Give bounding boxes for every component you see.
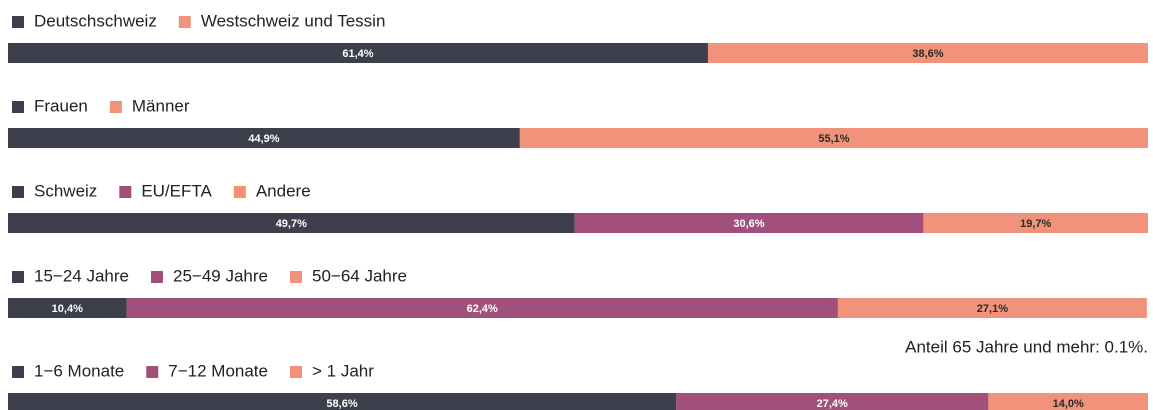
legend-swatch <box>151 271 163 283</box>
bar-segment <box>707 43 1148 63</box>
value-label: 10,4% <box>52 303 83 315</box>
value-label: 19,7% <box>1020 218 1051 230</box>
value-label: 55,1% <box>818 133 849 145</box>
legend-swatch <box>12 271 24 283</box>
legend-label: 25−49 Jahre <box>173 266 268 285</box>
bar-segment <box>837 298 1147 318</box>
value-label: 58,6% <box>326 398 357 410</box>
value-label: 62,4% <box>467 303 498 315</box>
legend-label: Westschweiz und Tessin <box>201 11 386 30</box>
bar-segment <box>676 393 989 410</box>
value-label: 27,4% <box>817 398 848 410</box>
value-label: 27,1% <box>977 303 1008 315</box>
legend-label: Männer <box>132 96 190 115</box>
legend-swatch <box>290 271 302 283</box>
legend-label: 15−24 Jahre <box>34 266 129 285</box>
bar-segment <box>988 393 1148 410</box>
legend-swatch <box>12 101 24 113</box>
value-label: 61,4% <box>342 48 373 60</box>
legend-label: 1−6 Monate <box>34 361 124 380</box>
value-label: 30,6% <box>733 218 764 230</box>
legend-label: > 1 Jahr <box>312 361 374 380</box>
bar-segment <box>8 43 708 63</box>
legend-swatch <box>289 366 302 378</box>
value-label: 38,6% <box>912 48 943 60</box>
value-label: 14,0% <box>1053 398 1084 410</box>
bar-segment <box>8 393 677 410</box>
legend-label: 7−12 Monate <box>168 361 268 380</box>
bar-segment <box>574 213 924 233</box>
bar-segment <box>126 298 838 318</box>
legend-label: Andere <box>256 181 311 200</box>
bar-segment <box>8 128 520 148</box>
value-label: 44,9% <box>248 133 279 145</box>
annotation: Anteil 65 Jahre und mehr: 0.1%. <box>905 337 1148 356</box>
legend-label: Schweiz <box>34 181 97 200</box>
legend-label: EU/EFTA <box>141 181 212 200</box>
legend-swatch <box>12 186 24 198</box>
legend-swatch <box>119 186 132 198</box>
value-label: 49,7% <box>276 218 307 230</box>
legend-label: Frauen <box>34 96 88 115</box>
bar-segment <box>519 128 1148 148</box>
legend-swatch <box>109 101 122 113</box>
bar-segment <box>923 213 1148 233</box>
legend-swatch <box>12 366 24 378</box>
legend-swatch <box>12 16 24 28</box>
legend-label: 50−64 Jahre <box>312 266 407 285</box>
bar-segment <box>8 298 127 318</box>
legend-label: Deutschschweiz <box>34 11 157 30</box>
legend-swatch <box>178 16 191 28</box>
legend-swatch <box>146 366 159 378</box>
legend-swatch <box>233 186 246 198</box>
bar-segment <box>8 213 575 233</box>
